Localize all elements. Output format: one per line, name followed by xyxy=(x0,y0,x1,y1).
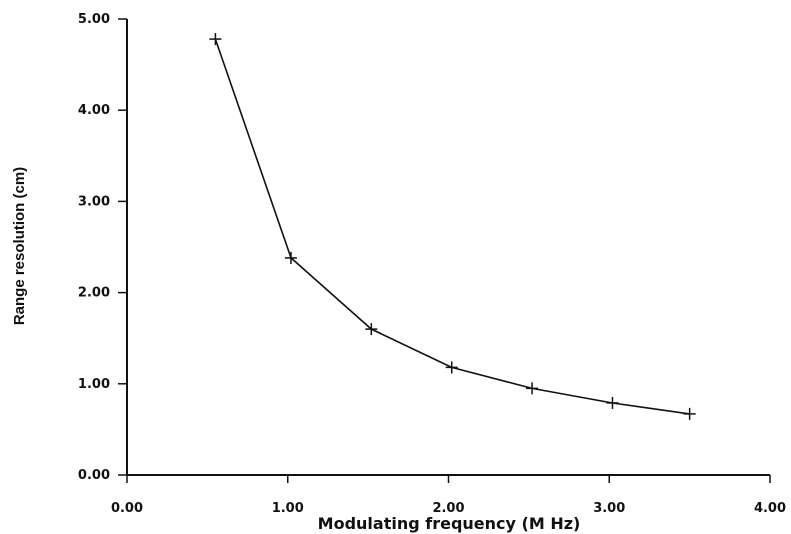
data-point-marker xyxy=(526,382,539,395)
data-point-marker xyxy=(606,396,619,409)
y-tick-label: 2.00 xyxy=(78,286,110,301)
x-tick-label: 4.00 xyxy=(754,501,786,516)
data-point-marker xyxy=(683,407,696,420)
y-axis-title: Range resolution (cm) xyxy=(11,167,28,325)
x-tick-label: 2.00 xyxy=(432,501,464,516)
x-axis-title: Modulating frequency (M Hz) xyxy=(318,514,581,533)
y-tick-label: 1.00 xyxy=(78,377,110,392)
y-tick-label: 5.00 xyxy=(78,12,110,27)
y-tick-label: 4.00 xyxy=(78,103,110,118)
series-line xyxy=(214,38,690,415)
x-tick-label: 3.00 xyxy=(593,501,625,516)
y-tick-label: 0.00 xyxy=(78,468,110,483)
x-axis-ticks: 0.00 1.00 2.00 3.00 4.00 xyxy=(111,475,786,516)
data-point-marker xyxy=(284,251,297,264)
x-tick-label: 1.00 xyxy=(272,501,304,516)
y-tick-label: 3.00 xyxy=(78,194,110,209)
x-tick-label: 0.00 xyxy=(111,501,143,516)
data-point-markers xyxy=(209,33,696,420)
data-point-marker xyxy=(365,323,378,336)
data-point-marker xyxy=(209,33,222,46)
y-axis-ticks: 0.00 1.00 2.00 3.00 4.00 5.00 xyxy=(78,12,127,483)
data-point-marker xyxy=(445,361,458,374)
